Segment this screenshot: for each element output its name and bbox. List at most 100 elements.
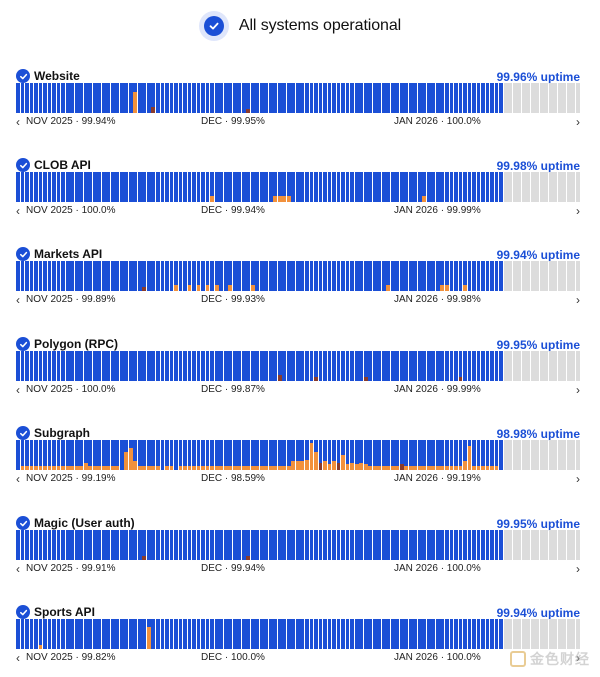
day-segment[interactable] bbox=[115, 351, 120, 381]
day-segment[interactable] bbox=[571, 530, 576, 560]
day-segment[interactable] bbox=[210, 83, 214, 113]
day-segment[interactable] bbox=[223, 261, 228, 291]
day-segment[interactable] bbox=[354, 351, 359, 381]
day-segment[interactable] bbox=[74, 530, 79, 560]
day-segment[interactable] bbox=[88, 172, 93, 202]
day-segment[interactable] bbox=[544, 619, 549, 649]
day-segment[interactable] bbox=[146, 440, 151, 470]
day-segment[interactable] bbox=[381, 530, 386, 560]
day-segment[interactable] bbox=[381, 351, 386, 381]
day-segment[interactable] bbox=[368, 351, 373, 381]
day-segment[interactable] bbox=[413, 83, 418, 113]
day-segment[interactable] bbox=[29, 172, 34, 202]
day-segment[interactable] bbox=[485, 351, 490, 381]
day-segment[interactable] bbox=[553, 530, 558, 560]
day-segment[interactable] bbox=[178, 530, 183, 560]
day-segment[interactable] bbox=[183, 440, 187, 470]
day-segment[interactable] bbox=[169, 83, 174, 113]
day-segment[interactable] bbox=[259, 530, 264, 560]
day-segment[interactable] bbox=[65, 619, 70, 649]
day-segment[interactable] bbox=[241, 351, 246, 381]
day-segment[interactable] bbox=[426, 351, 431, 381]
day-segment[interactable] bbox=[277, 440, 282, 470]
day-segment[interactable] bbox=[219, 261, 224, 291]
day-segment[interactable] bbox=[508, 351, 513, 381]
day-segment[interactable] bbox=[282, 261, 287, 291]
day-segment[interactable] bbox=[372, 619, 377, 649]
day-segment[interactable] bbox=[137, 530, 142, 560]
day-segment[interactable] bbox=[530, 440, 535, 470]
day-segment[interactable] bbox=[449, 440, 454, 470]
day-segment[interactable] bbox=[205, 83, 210, 113]
day-segment[interactable] bbox=[232, 530, 237, 560]
day-segment[interactable] bbox=[228, 530, 233, 560]
day-segment[interactable] bbox=[309, 619, 314, 649]
day-segment[interactable] bbox=[575, 619, 580, 649]
day-segment[interactable] bbox=[314, 351, 318, 381]
day-segment[interactable] bbox=[535, 351, 540, 381]
day-segment[interactable] bbox=[56, 261, 61, 291]
day-segment[interactable] bbox=[16, 619, 20, 649]
day-segment[interactable] bbox=[323, 440, 327, 470]
day-segment[interactable] bbox=[539, 83, 544, 113]
chevron-right-icon[interactable]: › bbox=[576, 562, 580, 576]
day-segment[interactable] bbox=[435, 530, 440, 560]
day-segment[interactable] bbox=[223, 172, 228, 202]
day-segment[interactable] bbox=[214, 530, 219, 560]
day-segment[interactable] bbox=[575, 351, 580, 381]
day-segment[interactable] bbox=[128, 530, 133, 560]
day-segment[interactable] bbox=[246, 172, 251, 202]
day-segment[interactable] bbox=[562, 619, 567, 649]
day-segment[interactable] bbox=[282, 440, 287, 470]
day-segment[interactable] bbox=[530, 83, 535, 113]
day-segment[interactable] bbox=[169, 261, 174, 291]
day-segment[interactable] bbox=[494, 172, 499, 202]
day-segment[interactable] bbox=[395, 351, 400, 381]
day-segment[interactable] bbox=[521, 440, 526, 470]
day-segment[interactable] bbox=[25, 83, 29, 113]
day-segment[interactable] bbox=[426, 530, 431, 560]
day-segment[interactable] bbox=[295, 351, 300, 381]
day-segment[interactable] bbox=[341, 530, 345, 560]
day-segment[interactable] bbox=[133, 261, 138, 291]
day-segment[interactable] bbox=[413, 172, 418, 202]
day-segment[interactable] bbox=[187, 530, 192, 560]
day-segment[interactable] bbox=[454, 440, 458, 470]
day-segment[interactable] bbox=[192, 172, 196, 202]
day-segment[interactable] bbox=[237, 172, 242, 202]
day-segment[interactable] bbox=[449, 83, 454, 113]
day-segment[interactable] bbox=[16, 261, 20, 291]
day-segment[interactable] bbox=[273, 83, 278, 113]
day-segment[interactable] bbox=[512, 351, 517, 381]
day-segment[interactable] bbox=[363, 172, 368, 202]
day-segment[interactable] bbox=[336, 530, 341, 560]
day-segment[interactable] bbox=[273, 351, 278, 381]
day-segment[interactable] bbox=[341, 351, 345, 381]
day-segment[interactable] bbox=[16, 440, 20, 470]
day-segment[interactable] bbox=[250, 619, 255, 649]
day-segment[interactable] bbox=[250, 530, 255, 560]
day-segment[interactable] bbox=[575, 530, 580, 560]
day-segment[interactable] bbox=[377, 172, 382, 202]
day-segment[interactable] bbox=[165, 351, 169, 381]
day-segment[interactable] bbox=[476, 440, 481, 470]
day-segment[interactable] bbox=[20, 530, 25, 560]
day-segment[interactable] bbox=[305, 261, 309, 291]
day-segment[interactable] bbox=[526, 530, 531, 560]
day-segment[interactable] bbox=[499, 172, 503, 202]
day-segment[interactable] bbox=[250, 172, 255, 202]
day-segment[interactable] bbox=[210, 530, 214, 560]
day-segment[interactable] bbox=[571, 619, 576, 649]
day-segment[interactable] bbox=[548, 261, 553, 291]
day-segment[interactable] bbox=[70, 261, 75, 291]
day-segment[interactable] bbox=[332, 440, 336, 470]
day-segment[interactable] bbox=[395, 83, 400, 113]
day-segment[interactable] bbox=[449, 530, 454, 560]
day-segment[interactable] bbox=[25, 619, 29, 649]
day-segment[interactable] bbox=[318, 83, 323, 113]
day-segment[interactable] bbox=[178, 83, 183, 113]
day-segment[interactable] bbox=[259, 261, 264, 291]
day-segment[interactable] bbox=[404, 261, 409, 291]
day-segment[interactable] bbox=[142, 172, 147, 202]
chevron-right-icon[interactable]: › bbox=[576, 293, 580, 307]
